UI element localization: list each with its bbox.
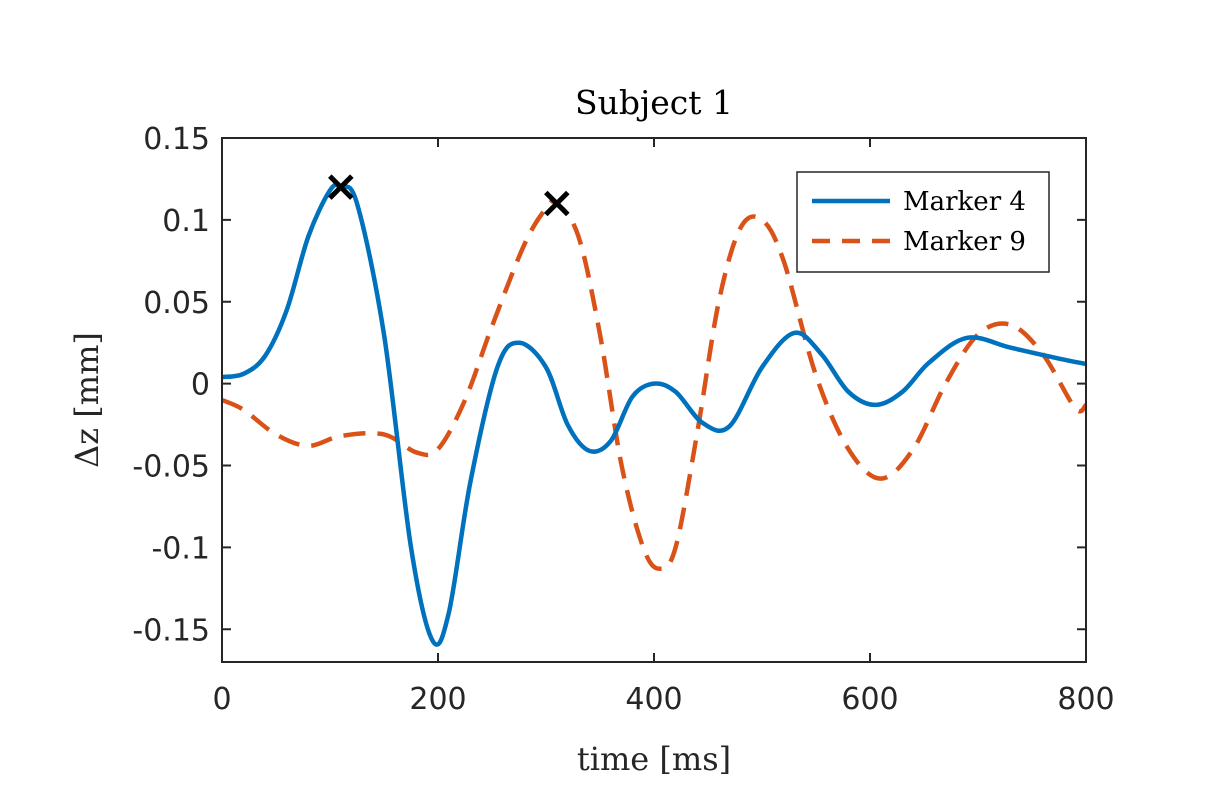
peak-marker [544, 190, 570, 217]
y-tick-label: 0.05 [143, 286, 210, 321]
y-tick-label: 0.15 [143, 122, 210, 157]
chart-title: Subject 1 [575, 83, 733, 122]
x-tick-label: 200 [409, 682, 466, 717]
x-tick-label: 800 [1057, 682, 1114, 717]
legend-label-marker-9: Marker 9 [903, 227, 1026, 257]
y-tick-label: -0.05 [132, 450, 210, 485]
legend-label-marker-4: Marker 4 [903, 187, 1026, 217]
y-tick-label: 0 [191, 368, 210, 403]
x-tick-label: 0 [212, 682, 231, 717]
series-line-marker-9 [222, 199, 1086, 571]
legend: Marker 4 Marker 9 [796, 171, 1050, 273]
legend-box [796, 171, 1050, 273]
x-tick-label: 400 [625, 682, 682, 717]
x-tick-label: 600 [841, 682, 898, 717]
peak-marker [328, 174, 354, 200]
y-tick-label: -0.15 [132, 613, 210, 648]
y-axis-label: Δz [mm] [68, 332, 106, 468]
y-tick-label: 0.1 [162, 204, 210, 239]
y-tick-label: -0.1 [151, 531, 210, 566]
x-axis-label: time [ms] [577, 740, 731, 778]
peak-marker-stroke [328, 174, 354, 200]
peak-marker-stroke [544, 190, 570, 217]
